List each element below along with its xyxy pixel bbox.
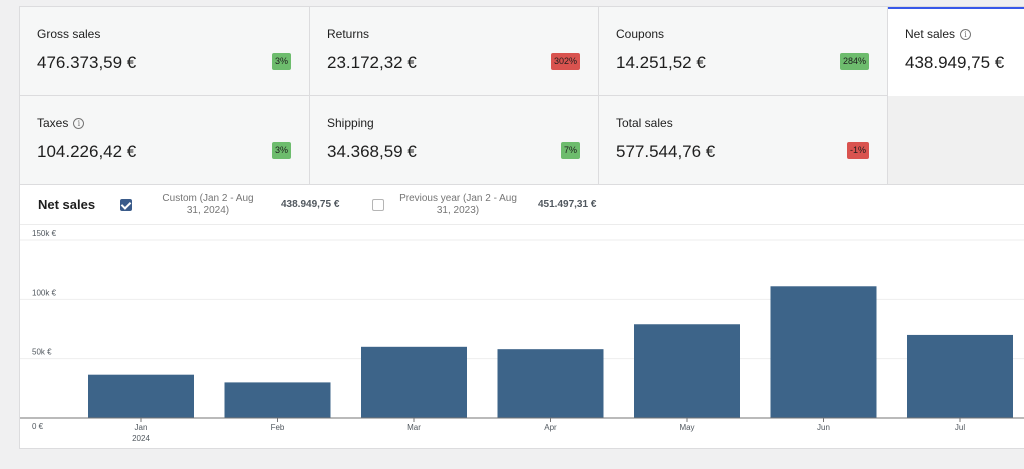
bar-may[interactable]	[634, 324, 740, 418]
stat-label: Gross sales	[37, 27, 100, 41]
stat-label-text: Taxes	[37, 116, 69, 130]
stat-value: 476.373,59 €	[37, 53, 137, 72]
current-period-label-line2: 31, 2024)	[186, 205, 230, 216]
stat-value: 104.226,42 €	[37, 142, 137, 161]
previous-period-label-line1: Previous year (Jan 2 - Aug	[399, 193, 517, 204]
stat-card-total-sales[interactable]: Total sales 577.544,76 € -1%	[599, 96, 888, 185]
report-panel: Gross sales 476.373,59 € 3% Returns 23.172,3…	[19, 6, 1024, 449]
stat-label: Shipping	[327, 116, 374, 130]
stat-card-taxes[interactable]: Taxes i 104.226,42 € 3%	[20, 96, 310, 185]
delta-badge: 7%	[560, 142, 580, 159]
info-icon[interactable]: i	[73, 117, 85, 129]
stat-label: Net sales i	[905, 27, 972, 41]
current-period-checkbox[interactable]	[120, 199, 132, 211]
delta-badge: 3%	[271, 53, 291, 70]
net-sales-bar-chart: 0 € 50k € 100k € 150k € Jan 2024 Feb Mar Apr May J…	[20, 229, 1024, 443]
stat-value: 14.251,52 €	[616, 53, 706, 72]
bar-jan[interactable]	[88, 374, 194, 418]
previous-period-value: 451.497,31 €	[538, 199, 597, 210]
stat-label: Coupons	[616, 27, 664, 41]
y-tick-label: 50k €	[32, 348, 52, 357]
y-tick-label: 0 €	[32, 422, 44, 431]
current-period-value: 438.949,75 €	[281, 199, 340, 210]
x-year-label: 2024	[132, 434, 150, 443]
stat-card-coupons[interactable]: Coupons 14.251,52 € 284%	[599, 7, 888, 96]
stat-label-text: Shipping	[327, 116, 374, 130]
y-tick-label: 100k €	[32, 288, 57, 297]
bar-mar[interactable]	[361, 346, 467, 418]
delta-badge: -1%	[846, 142, 869, 159]
stat-label-text: Returns	[327, 27, 370, 41]
previous-period-label-line2: 31, 2023)	[436, 205, 480, 216]
chart-header: Net sales Custom (Jan 2 - Aug 31, 2024) …	[20, 185, 1024, 225]
stat-value: 23.172,32 €	[327, 53, 417, 72]
previous-period-checkbox[interactable]	[372, 199, 384, 211]
stat-label-text: Net sales	[905, 27, 956, 41]
x-tick-label: May	[679, 423, 694, 432]
delta-badge: 3%	[271, 142, 291, 159]
stat-value: 577.544,76 €	[616, 142, 716, 161]
y-tick-label: 150k €	[32, 229, 57, 238]
x-tick-label: Jun	[817, 423, 830, 432]
stat-card-net-sales[interactable]: Net sales i 438.949,75 €	[888, 7, 1024, 96]
info-icon[interactable]: i	[960, 28, 972, 40]
bar-jun[interactable]	[770, 286, 877, 418]
stat-value: 438.949,75 €	[905, 53, 1005, 72]
stat-label-text: Gross sales	[37, 27, 101, 41]
stat-card-gross-sales[interactable]: Gross sales 476.373,59 € 3%	[20, 7, 310, 96]
delta-badge: 284%	[839, 53, 869, 70]
stat-value: 34.368,59 €	[327, 142, 417, 161]
stat-label: Taxes i	[37, 116, 85, 130]
previous-period-label: Previous year (Jan 2 - Aug 31, 2023)	[393, 193, 523, 217]
stat-label-text: Coupons	[616, 27, 665, 41]
stat-label: Total sales	[616, 116, 673, 130]
current-period-label: Custom (Jan 2 - Aug 31, 2024)	[148, 193, 268, 217]
x-tick-label: Apr	[544, 423, 557, 432]
chart-title: Net sales	[38, 197, 96, 212]
stat-card-shipping[interactable]: Shipping 34.368,59 € 7%	[310, 96, 599, 185]
x-tick-label: Jul	[955, 423, 965, 432]
delta-badge: 302%	[550, 53, 580, 70]
stat-card-returns[interactable]: Returns 23.172,32 € 302%	[310, 7, 599, 96]
stat-label: Returns	[327, 27, 369, 41]
empty-stat-cell	[888, 96, 1024, 185]
summary-stats: Gross sales 476.373,59 € 3% Returns 23.172,3…	[20, 7, 1024, 185]
current-period-label-line1: Custom (Jan 2 - Aug	[162, 193, 254, 204]
x-tick-label: Jan	[135, 423, 148, 432]
bar-feb[interactable]	[224, 382, 331, 418]
bar-jul[interactable]	[907, 334, 1013, 418]
x-tick-label: Feb	[271, 423, 285, 432]
bar-apr[interactable]	[497, 349, 604, 418]
stat-label-text: Total sales	[616, 116, 673, 130]
x-tick-label: Mar	[407, 423, 421, 432]
